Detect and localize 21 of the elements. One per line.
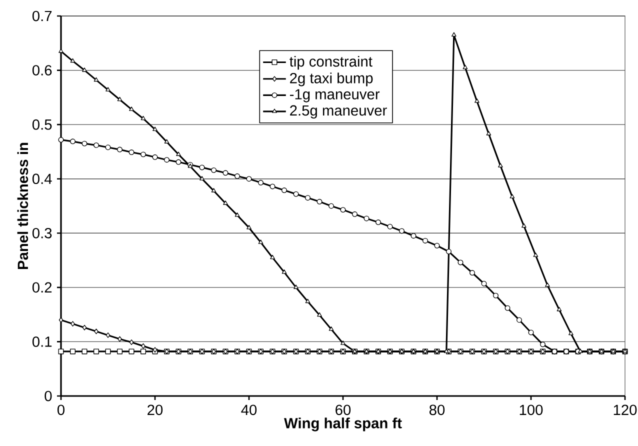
x-tick-label: 120 <box>614 404 637 416</box>
y-tick-label: 0.6 <box>32 65 52 76</box>
y-axis-title: Panel thickness in <box>17 142 28 270</box>
y-tick-label: 0.3 <box>32 228 52 238</box>
y-tick-label: 0.7 <box>32 10 52 22</box>
x-tick-label: 60 <box>336 404 351 416</box>
y-tick-label: 0.4 <box>32 174 52 184</box>
y-tick-label: 0.5 <box>32 119 52 130</box>
y-tick-label: 0.1 <box>32 336 52 347</box>
x-tick-label: 80 <box>429 404 445 416</box>
legend-label: tip constraint <box>290 56 372 70</box>
legend-label: -1g maneuver <box>290 89 380 102</box>
legend-label: 2.5g maneuver <box>290 105 387 119</box>
legend-label: 2g taxi bump <box>290 72 373 86</box>
x-tick-label: 0 <box>57 404 64 416</box>
x-tick-label: 100 <box>520 404 543 416</box>
y-tick-label: 0.2 <box>32 282 52 293</box>
y-tick-label: 0 <box>44 390 52 402</box>
x-tick-label: 40 <box>241 404 257 416</box>
x-tick-label: 20 <box>148 404 163 416</box>
x-axis-title: Wing half span ft <box>284 418 402 432</box>
